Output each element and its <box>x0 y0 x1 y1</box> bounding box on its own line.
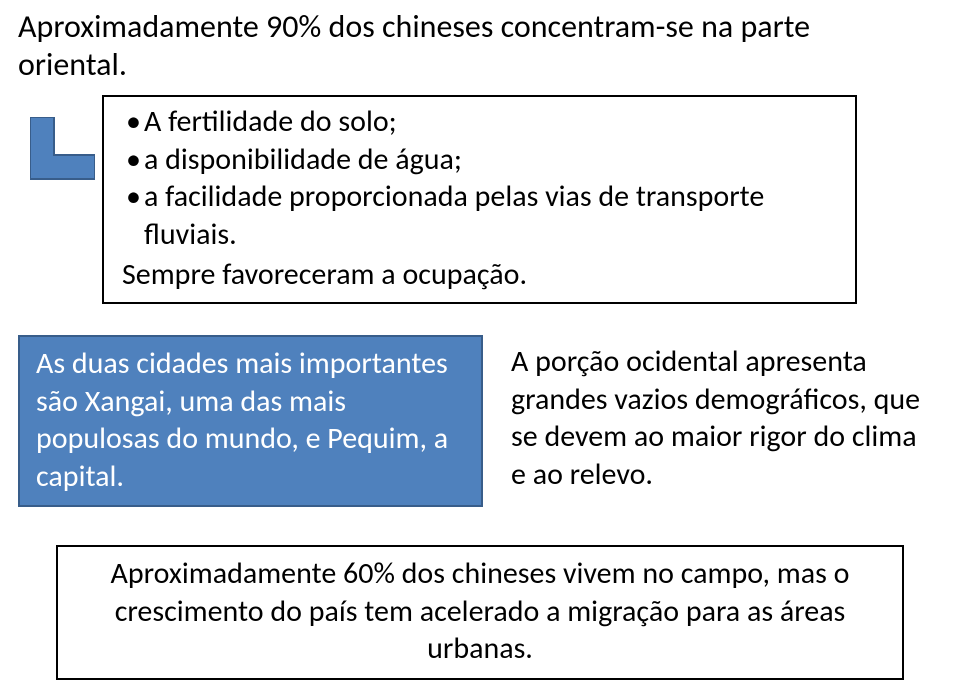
facts-conclusion: Sempre favoreceram a ocupação. <box>122 255 837 294</box>
cities-box: As duas cidades mais importantes são Xan… <box>18 335 483 507</box>
slide-container: Aproximadamente 90% dos chineses concent… <box>0 0 960 697</box>
west-region-text: A porção ocidental apresenta grandes vaz… <box>507 335 942 507</box>
rural-stat-box: Aproximadamente 60% dos chineses vivem n… <box>56 545 904 680</box>
arrow-shape <box>30 117 95 179</box>
facts-box: A fertilidade do solo; a disponibilidade… <box>102 95 857 304</box>
list-item: A fertilidade do solo; <box>122 103 837 141</box>
facts-list: A fertilidade do solo; a disponibilidade… <box>122 103 837 253</box>
slide-title: Aproximadamente 90% dos chineses concent… <box>18 8 918 84</box>
two-column-row: As duas cidades mais importantes são Xan… <box>18 335 942 507</box>
list-item: a facilidade proporcionada pelas vias de… <box>122 178 837 253</box>
arrow-icon <box>30 117 95 182</box>
list-item: a disponibilidade de água; <box>122 141 837 179</box>
